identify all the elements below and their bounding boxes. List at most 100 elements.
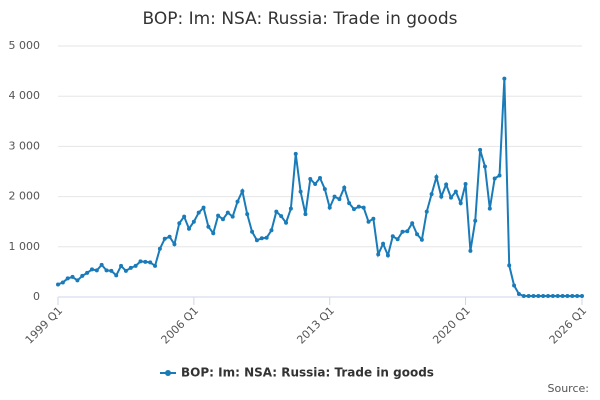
point — [313, 182, 318, 187]
legend-label: BOP: Im: NSA: Russia: Trade in goods — [181, 366, 434, 380]
point — [415, 232, 420, 237]
point — [298, 189, 303, 194]
point — [429, 192, 434, 197]
point — [526, 293, 531, 298]
point — [56, 282, 60, 287]
x-tick-label: 2020 Q1 — [430, 304, 473, 347]
point — [250, 229, 255, 234]
point — [308, 177, 313, 182]
point — [497, 173, 502, 178]
point — [167, 234, 172, 239]
point — [507, 263, 512, 268]
point — [133, 263, 138, 268]
point — [172, 242, 177, 247]
point — [216, 213, 221, 218]
point — [157, 246, 162, 251]
point — [575, 293, 580, 298]
point — [521, 293, 526, 298]
point — [245, 212, 250, 217]
point — [580, 293, 584, 298]
point — [318, 176, 322, 181]
point — [356, 204, 361, 209]
y-tick-label: 5 000 — [9, 39, 41, 52]
point — [187, 226, 191, 231]
point — [385, 253, 390, 258]
point — [381, 241, 386, 246]
point — [487, 206, 492, 211]
point — [254, 238, 259, 243]
point — [570, 293, 575, 298]
point — [546, 293, 551, 298]
series-line — [57, 78, 582, 297]
point — [419, 237, 424, 242]
point — [434, 175, 439, 180]
point — [177, 221, 182, 226]
point — [60, 280, 65, 285]
point — [220, 217, 225, 222]
point — [424, 209, 429, 214]
point — [162, 236, 167, 241]
point — [502, 76, 507, 81]
point — [327, 205, 332, 210]
point — [138, 259, 143, 264]
y-tick-label: 4 000 — [9, 89, 41, 102]
chart-title: BOP: Im: NSA: Russia: Trade in goods — [142, 9, 457, 29]
point — [182, 214, 187, 219]
y-tick-label: 2 000 — [9, 190, 41, 203]
point — [492, 176, 497, 181]
point — [235, 199, 240, 204]
point — [70, 274, 75, 279]
point — [473, 218, 478, 223]
point — [555, 293, 560, 298]
point — [114, 273, 119, 278]
point — [109, 268, 114, 273]
point — [240, 189, 245, 194]
point — [516, 291, 521, 296]
point — [439, 194, 444, 199]
point — [458, 201, 463, 206]
point — [512, 283, 517, 288]
y-tick-label: 0 — [33, 290, 40, 303]
point — [531, 293, 536, 298]
point — [444, 182, 449, 187]
source: Source: — [548, 382, 590, 395]
point — [303, 212, 308, 217]
point — [541, 293, 546, 298]
point — [482, 164, 487, 169]
point — [201, 205, 206, 210]
point — [453, 189, 458, 194]
point — [284, 220, 289, 225]
point — [104, 268, 109, 273]
point — [259, 236, 264, 241]
point — [80, 273, 85, 278]
point — [211, 231, 216, 236]
point — [536, 293, 541, 298]
point — [119, 263, 124, 268]
point — [99, 262, 104, 267]
point — [288, 206, 293, 211]
point — [405, 229, 410, 234]
legend-marker — [165, 370, 171, 376]
point — [478, 147, 483, 152]
x-tick-label: 2026 Q1 — [547, 304, 590, 347]
point — [191, 219, 196, 224]
point — [293, 151, 298, 156]
point — [376, 252, 381, 257]
point — [196, 210, 201, 215]
point — [449, 195, 453, 200]
point — [225, 210, 230, 215]
point — [65, 276, 70, 281]
point — [75, 278, 80, 283]
point — [371, 216, 376, 221]
point — [347, 201, 352, 206]
point — [94, 268, 99, 273]
point — [274, 209, 279, 214]
point — [361, 205, 366, 210]
point — [143, 259, 148, 264]
point — [337, 197, 342, 202]
point — [390, 234, 395, 239]
point — [366, 219, 371, 224]
x-tick-label: 2006 Q1 — [159, 304, 202, 347]
point — [206, 224, 211, 229]
point — [322, 187, 327, 192]
